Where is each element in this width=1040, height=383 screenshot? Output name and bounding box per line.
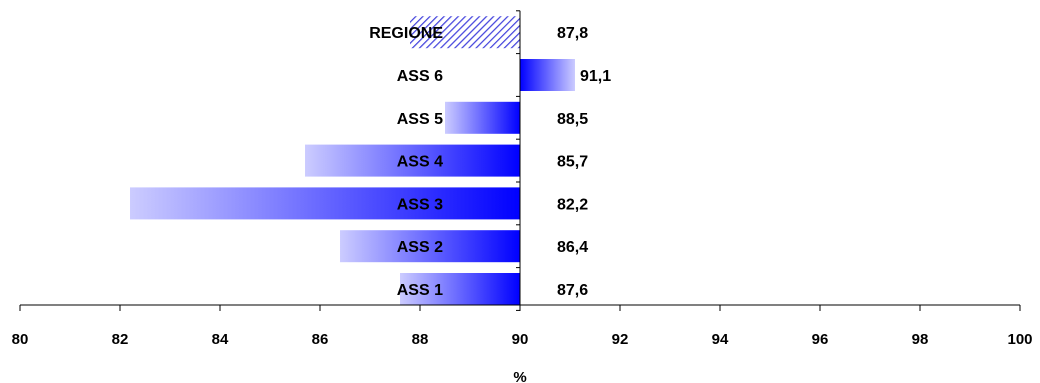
- x-tick-label-94: 94: [712, 331, 729, 348]
- bar-ass-3: [130, 187, 520, 219]
- value-label-ass-6: 91,1: [580, 68, 611, 85]
- x-tick-label-82: 82: [112, 331, 129, 348]
- bars-layer: [130, 16, 575, 305]
- category-label-ass-4: ASS 4: [397, 154, 443, 171]
- x-tick-label-92: 92: [612, 331, 629, 348]
- category-label-regione: REGIONE: [369, 25, 443, 42]
- bar-ass-5: [445, 102, 520, 134]
- value-label-ass-3: 82,2: [557, 196, 588, 213]
- x-tick-label-96: 96: [812, 331, 829, 348]
- value-label-ass-1: 87,6: [557, 282, 588, 299]
- value-label-ass-2: 86,4: [557, 239, 588, 256]
- bar-ass-6: [520, 59, 575, 91]
- x-tick-label-100: 100: [1007, 331, 1032, 348]
- x-tick-label-98: 98: [912, 331, 929, 348]
- x-axis-title: %: [513, 369, 526, 383]
- value-label-regione: 87,8: [557, 25, 588, 42]
- x-tick-label-90: 90: [512, 331, 529, 348]
- x-tick-label-80: 80: [12, 331, 29, 348]
- category-label-ass-3: ASS 3: [397, 196, 443, 213]
- value-label-ass-4: 85,7: [557, 154, 588, 171]
- x-tick-label-88: 88: [412, 331, 429, 348]
- x-tick-label-84: 84: [212, 331, 229, 348]
- category-label-ass-2: ASS 2: [397, 239, 443, 256]
- value-label-ass-5: 88,5: [557, 111, 588, 128]
- category-label-ass-1: ASS 1: [397, 282, 443, 299]
- x-tick-label-86: 86: [312, 331, 329, 348]
- category-label-ass-6: ASS 6: [397, 68, 443, 85]
- category-label-ass-5: ASS 5: [397, 111, 443, 128]
